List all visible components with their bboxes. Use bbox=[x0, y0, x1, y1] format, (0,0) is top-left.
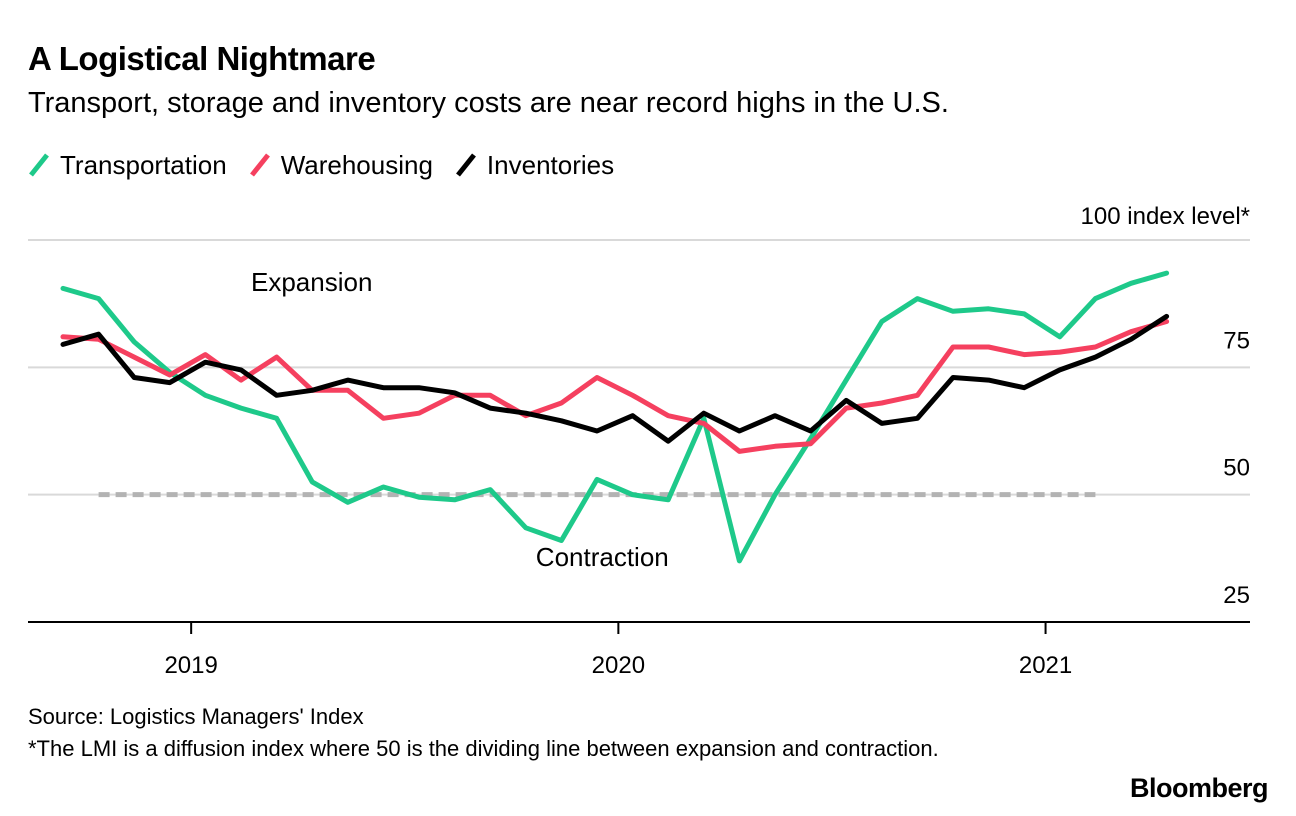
legend-swatch-inventories bbox=[455, 153, 476, 177]
footnote: *The LMI is a diffusion index where 50 i… bbox=[28, 736, 939, 761]
legend-item-warehousing: Warehousing bbox=[249, 150, 433, 181]
legend-swatch-transportation bbox=[29, 153, 49, 177]
legend-item-inventories: Inventories bbox=[455, 150, 614, 181]
y-tick-label: 50 bbox=[1223, 455, 1250, 482]
y-tick-label: 75 bbox=[1223, 327, 1250, 354]
legend-label-warehousing: Warehousing bbox=[280, 149, 433, 180]
bloomberg-logo: Bloomberg bbox=[1129, 773, 1269, 803]
legend-label-inventories: Inventories bbox=[486, 149, 615, 180]
source-note: Source: Logistics Managers' Index bbox=[28, 704, 364, 729]
x-tick-label: 2019 bbox=[164, 652, 217, 679]
legend-swatch-warehousing bbox=[249, 153, 270, 177]
chart-subtitle: Transport, storage and inventory costs a… bbox=[28, 87, 949, 119]
line-chart: 25 50 75 100 index level* 2019 2020 2021 Expans… bbox=[28, 203, 1250, 679]
legend-item-transportation: Transportation bbox=[28, 150, 227, 181]
chart-legend: Transportation Warehousing Inventories bbox=[28, 148, 636, 182]
chart-title: A Logistical Nightmare bbox=[28, 40, 376, 77]
annotation-expansion: Expansion bbox=[251, 267, 372, 297]
y-tick-label: 25 bbox=[1223, 582, 1250, 609]
series-line-transportation bbox=[60, 270, 1170, 564]
legend-label-transportation: Transportation bbox=[60, 149, 227, 180]
series-line-inventories bbox=[60, 313, 1170, 444]
series-line-warehousing bbox=[60, 319, 1170, 454]
annotation-contraction: Contraction bbox=[536, 542, 669, 572]
y-tick-label: 100 index level* bbox=[1081, 203, 1250, 230]
x-tick-label: 2021 bbox=[1019, 652, 1072, 679]
x-tick-label: 2020 bbox=[592, 652, 645, 679]
